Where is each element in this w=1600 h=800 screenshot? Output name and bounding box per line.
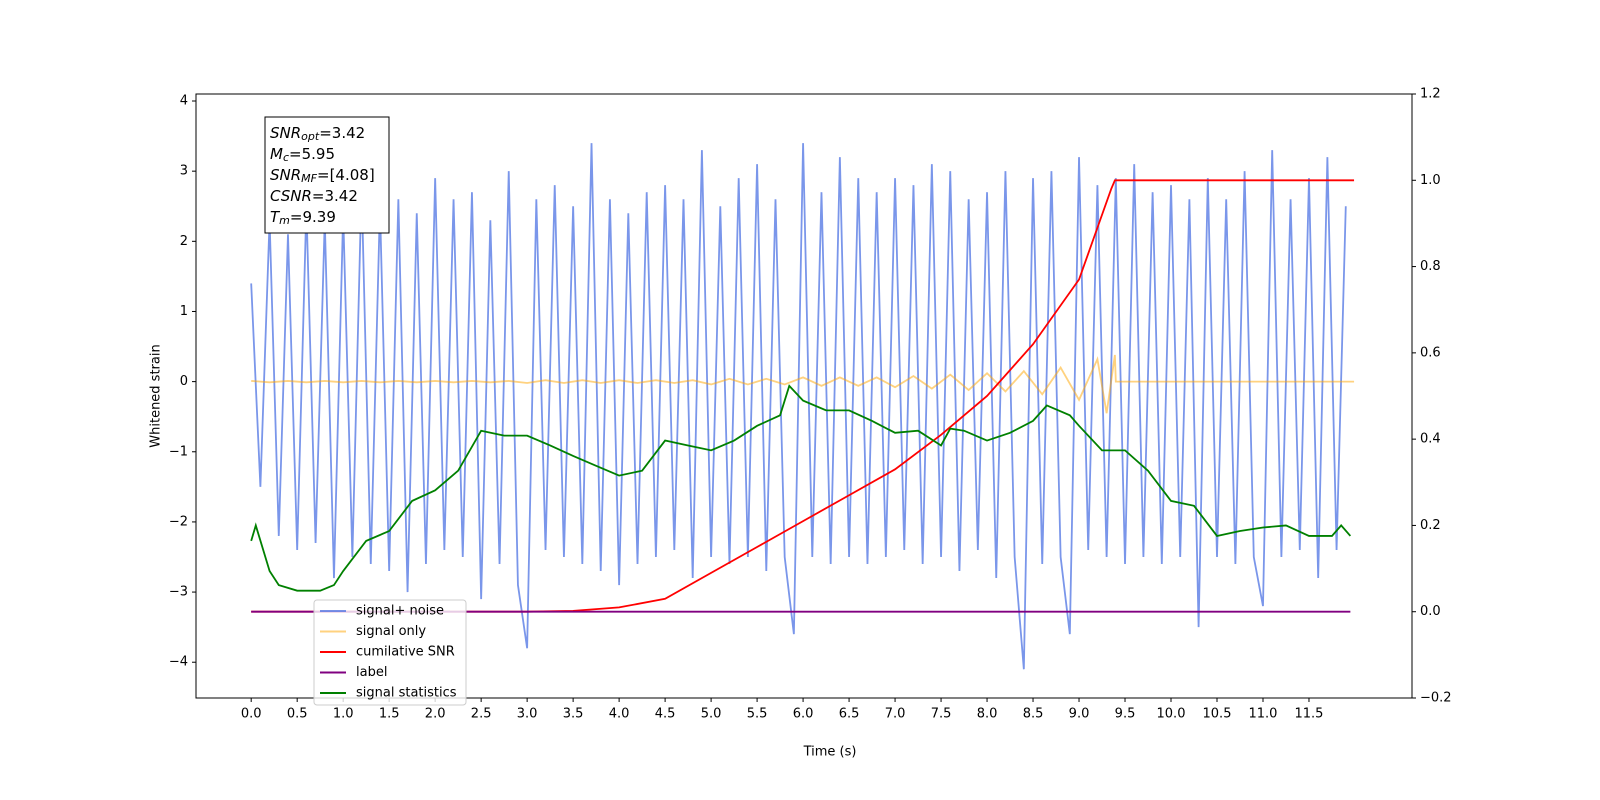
y2-tick-label: 1.0 xyxy=(1420,173,1441,188)
annotation-symbol: M xyxy=(270,145,283,163)
x-tick-label: 4.5 xyxy=(655,707,676,722)
x-tick-label: 6.5 xyxy=(839,707,860,722)
y-tick-label: −2 xyxy=(169,514,188,529)
annotation-subscript: opt xyxy=(301,130,320,143)
x-tick-label: 9.0 xyxy=(1069,707,1090,722)
x-tick-label: 11.0 xyxy=(1249,707,1278,722)
legend-box xyxy=(313,599,467,706)
series-line xyxy=(251,354,1355,414)
x-tick-label: 5.0 xyxy=(701,707,722,722)
x-tick-label: 11.5 xyxy=(1295,707,1324,722)
x-tick-label: 4.0 xyxy=(609,707,630,722)
annotation-value: =3.42 xyxy=(319,124,365,142)
annotation-subscript: m xyxy=(279,214,290,227)
y-axis-label: Whitened strain xyxy=(149,344,164,447)
annotation-subscript: MF xyxy=(301,172,317,185)
x-tick-label: 10.5 xyxy=(1203,707,1232,722)
x-tick-label: 7.5 xyxy=(931,707,952,722)
series-line xyxy=(250,143,1347,670)
series-line xyxy=(250,384,1352,592)
y-tick-label: −3 xyxy=(169,585,188,600)
annotation-line: CSNR=3.42 xyxy=(270,187,358,205)
y2-tick-label: 0.6 xyxy=(1420,345,1441,360)
x-tick-label: 1.0 xyxy=(333,707,354,722)
x-tick-label: 8.5 xyxy=(1023,707,1044,722)
legend-label: signal+ noise xyxy=(356,604,444,619)
x-tick-label: 0.0 xyxy=(241,707,262,722)
x-tick-label: 9.5 xyxy=(1115,707,1136,722)
y2-tick-label: −0.2 xyxy=(1420,691,1452,706)
annotation-box xyxy=(264,116,390,234)
x-tick-label: 8.0 xyxy=(977,707,998,722)
legend-label: signal statistics xyxy=(356,686,457,701)
y-tick-label: 1 xyxy=(180,304,188,319)
annotation-line: SNRMF=[4.08] xyxy=(270,166,375,186)
annotation-value: =[4.08] xyxy=(317,166,375,184)
x-tick-label: 5.5 xyxy=(747,707,768,722)
annotation-line: SNRopt=3.42 xyxy=(270,124,365,144)
y-tick-label: −4 xyxy=(169,655,188,670)
legend-label: signal only xyxy=(356,624,426,639)
x-tick-label: 1.5 xyxy=(379,707,400,722)
series-line xyxy=(251,179,1355,613)
x-tick-label: 6.0 xyxy=(793,707,814,722)
legend-label: cumilative SNR xyxy=(356,645,455,660)
annotation-value: =9.39 xyxy=(290,208,336,226)
legend-label: label xyxy=(356,665,387,680)
x-tick-label: 3.5 xyxy=(563,707,584,722)
y2-tick-label: 0.2 xyxy=(1420,518,1441,533)
annotation-symbol: SNR xyxy=(270,166,301,184)
x-tick-label: 2.0 xyxy=(425,707,446,722)
y2-tick-label: 0.4 xyxy=(1420,432,1441,447)
x-tick-label: 7.0 xyxy=(885,707,906,722)
x-tick-label: 3.0 xyxy=(517,707,538,722)
y-tick-label: 2 xyxy=(180,234,188,249)
y2-tick-label: 1.2 xyxy=(1420,87,1441,102)
annotation-line: Mc=5.95 xyxy=(270,145,335,165)
y-tick-label: 0 xyxy=(180,374,188,389)
x-tick-label: 2.5 xyxy=(471,707,492,722)
x-tick-label: 10.0 xyxy=(1157,707,1186,722)
annotation-symbol: SNR xyxy=(270,124,301,142)
annotation-symbol: CSNR xyxy=(270,187,312,205)
x-tick-label: 0.5 xyxy=(287,707,308,722)
x-axis-label: Time (s) xyxy=(803,745,857,760)
annotation-subscript: c xyxy=(283,151,289,164)
annotation-line: Tm=9.39 xyxy=(270,208,336,228)
annotation-value: =5.95 xyxy=(289,145,335,163)
plot-frame xyxy=(195,93,1413,699)
y-tick-label: −1 xyxy=(169,444,188,459)
annotation-value: =3.42 xyxy=(312,187,358,205)
y-tick-label: 3 xyxy=(180,164,188,179)
y2-tick-label: 0.0 xyxy=(1420,604,1441,619)
y2-tick-label: 0.8 xyxy=(1420,259,1441,274)
y-tick-label: 4 xyxy=(180,94,188,109)
annotation-symbol: T xyxy=(270,208,281,226)
